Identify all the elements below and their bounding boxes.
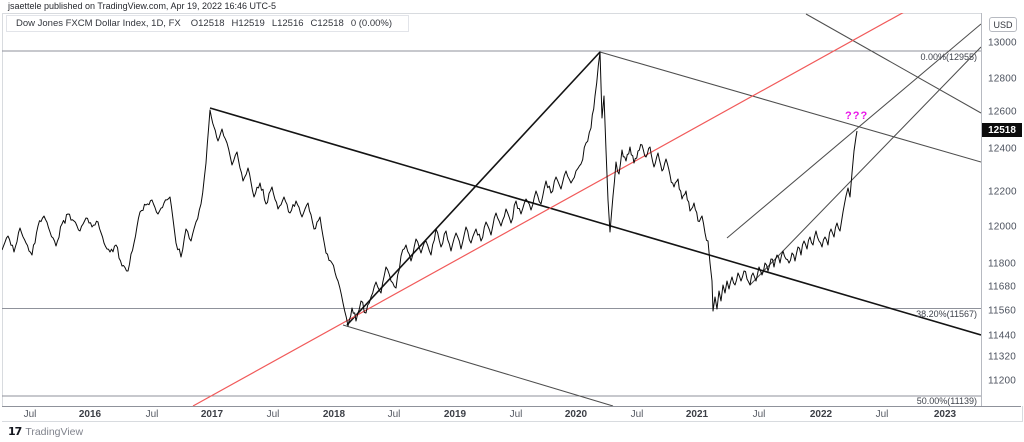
legend-close-value: C12518 (310, 18, 344, 29)
long-term-support-line-red[interactable] (192, 13, 906, 406)
currency-usd-button[interactable]: USD (989, 17, 1017, 32)
symbol-title[interactable]: Dow Jones FXCM Dollar Index, 1D, FX (16, 18, 181, 29)
price-scale[interactable]: 13000 12800 12600 12400 12200 12000 11800 11680… (981, 13, 1023, 406)
price-axis-label: 11440 (988, 330, 1017, 342)
plot-area[interactable] (2, 13, 981, 406)
fib-label-50-percent: 50.00%(11139) (916, 396, 977, 406)
price-axis-label: 11680 (988, 281, 1017, 293)
legend-low-value: L12516 (271, 18, 304, 29)
symbol-legend[interactable]: Dow Jones FXCM Dollar Index, 1D, FX O125… (6, 15, 409, 32)
time-axis-label: 2018 (322, 409, 346, 420)
time-axis-label: 2016 (78, 409, 102, 420)
time-axis-label: Jul (387, 409, 401, 420)
fib-label-38-percent: 38.20%(11567) (916, 309, 977, 319)
legend-high-value: H12519 (231, 18, 265, 29)
trendline-upper-right-descending[interactable] (805, 13, 981, 114)
tradingview-logo-text[interactable]: TradingView (25, 425, 84, 438)
fib-label-0-percent: 0.00%(12955) (920, 52, 977, 62)
time-axis-label: 2017 (200, 409, 224, 420)
time-axis-label: 2021 (685, 409, 709, 420)
time-axis-label: Jul (752, 409, 766, 420)
rising-wedge-upper-line[interactable] (726, 23, 981, 239)
price-axis-label: 12200 (988, 186, 1017, 198)
trendline-2017-high-descending[interactable] (209, 107, 981, 336)
price-series-line[interactable] (2, 51, 858, 327)
tradingview-footer: 17 TradingView (8, 425, 83, 438)
price-axis-label: 12000 (988, 221, 1017, 233)
price-axis-label: 11560 (988, 305, 1017, 317)
price-axis-label: 11320 (988, 351, 1017, 363)
channel-lower-from-2018-low[interactable] (342, 324, 614, 406)
rising-wedge-lower-line[interactable] (749, 46, 981, 286)
time-axis-label: Jul (509, 409, 523, 420)
time-axis-label: Jul (266, 409, 280, 420)
tradingview-logo-icon[interactable]: 17 (8, 425, 22, 438)
price-axis-label: 13000 (988, 37, 1017, 49)
time-axis-label: Jul (630, 409, 644, 420)
published-attribution-line: jsaettele published on TradingView.com, … (8, 1, 277, 11)
time-axis-label: 2019 (443, 409, 467, 420)
time-axis-label: Jul (145, 409, 159, 420)
time-axis-label: Jul (23, 409, 37, 420)
time-axis-label: 2023 (933, 409, 957, 420)
price-axis-label: 12800 (988, 73, 1017, 85)
last-price-badge: 12518 (982, 123, 1022, 137)
time-axis-label: Jul (875, 409, 889, 420)
time-axis-label: 2022 (809, 409, 833, 420)
question-marks-annotation[interactable]: ??? (845, 110, 869, 122)
trendline-2018-low-to-2020-peak[interactable] (346, 51, 601, 326)
price-axis-label: 12400 (988, 143, 1017, 155)
legend-change-value: 0 (0.00%) (350, 18, 392, 29)
price-axis-label: 11800 (988, 258, 1017, 270)
legend-open-value: O12518 (190, 18, 225, 29)
trendline-2020-peak-descending[interactable] (599, 51, 981, 163)
price-axis-label: 11200 (988, 375, 1017, 387)
time-axis-label: 2020 (564, 409, 588, 420)
time-scale[interactable]: Jul 2016 Jul 2017 Jul 2018 Jul 2019 Jul 2020 Jul 20… (2, 406, 1021, 421)
price-axis-label: 12600 (988, 106, 1017, 118)
